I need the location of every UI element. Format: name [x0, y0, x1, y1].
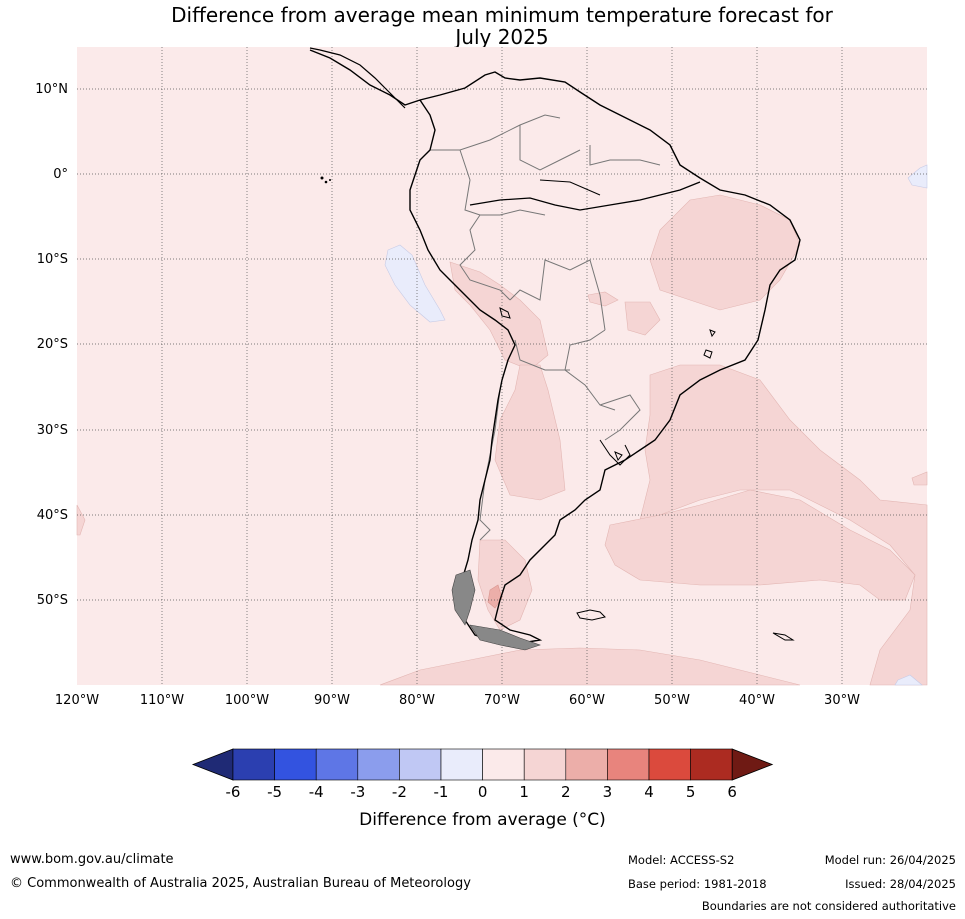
lat-label-40s: 40°S — [36, 508, 68, 523]
lon-label-110w: 110°W — [139, 693, 185, 708]
title-line-1: Difference from average mean minimum tem… — [171, 3, 833, 27]
lon-label-120w: 120°W — [54, 693, 100, 708]
colorbar-tick-label: -2 — [391, 783, 407, 801]
disclaimer-text: Boundaries are not considered authoritat… — [701, 899, 956, 913]
lat-label-10n: 10°N — [35, 82, 68, 97]
copyright-text: © Commonwealth of Australia 2025, Austra… — [10, 876, 471, 891]
colorbar-segment — [440, 748, 483, 781]
colorbar-segment — [607, 748, 650, 781]
colorbar-segment — [274, 748, 317, 781]
colorbar-arrow-low — [191, 748, 234, 781]
colorbar-segment — [399, 748, 442, 781]
base-period-text: Base period: 1981-2018 — [628, 877, 767, 891]
colorbar-tick-label: 0 — [477, 783, 488, 801]
model-text: Model: ACCESS-S2 — [628, 853, 735, 867]
website-link[interactable]: www.bom.gov.au/climate — [10, 852, 174, 867]
country-borders — [430, 114, 661, 541]
colorbar-tick-label: 6 — [727, 783, 737, 801]
colorbar-tick-label: 3 — [602, 783, 613, 801]
lakes — [499, 307, 716, 461]
colorbar-segment — [690, 748, 733, 781]
colorbar-arrow-high — [731, 748, 774, 781]
colorbar-tick-label: -1 — [433, 783, 449, 801]
lat-label-50s: 50°S — [36, 593, 68, 608]
galapagos — [320, 176, 331, 184]
map-title: Difference from average mean minimum tem… — [77, 4, 927, 48]
colorbar-tick-label: -4 — [308, 783, 324, 801]
lon-label-50w: 50°W — [654, 693, 690, 708]
parana-river — [599, 439, 631, 466]
south-america-coastline — [309, 49, 801, 646]
amazon-river — [469, 181, 701, 211]
colorbar-segment — [482, 748, 525, 781]
colorbar-tick-label: -5 — [267, 783, 283, 801]
issued-text: Issued: 28/04/2025 — [845, 877, 956, 891]
colorbar-tick-label: 4 — [644, 783, 654, 801]
colorbar-segment — [357, 748, 400, 781]
lon-label-60w: 60°W — [569, 693, 605, 708]
lon-label-40w: 40°W — [739, 693, 775, 708]
lon-label-100w: 100°W — [224, 693, 270, 708]
colorbar-segment — [232, 748, 275, 781]
colorbar-tick-label: 5 — [685, 783, 696, 801]
colorbar-tick-label: 2 — [561, 783, 571, 801]
colorbar-tick-label: 1 — [519, 783, 529, 801]
lat-label-10s: 10°S — [36, 252, 68, 267]
model-run-text: Model run: 26/04/2025 — [824, 853, 956, 867]
lat-label-30s: 30°S — [36, 423, 68, 438]
falkland-islands — [576, 609, 606, 621]
colorbar-tick-label: -6 — [225, 783, 241, 801]
lon-label-30w: 30°W — [824, 693, 860, 708]
south-georgia — [772, 632, 795, 641]
colorbar-segment — [648, 748, 691, 781]
colorbar-segment — [523, 748, 567, 781]
colorbar-tick-label: -3 — [350, 783, 366, 801]
lon-label-90w: 90°W — [314, 693, 350, 708]
archipelago — [451, 569, 541, 651]
title-line-2: July 2025 — [455, 25, 549, 49]
colorbar — [191, 748, 774, 781]
lon-label-70w: 70°W — [484, 693, 520, 708]
colorbar-label: Difference from average (°C) — [359, 810, 606, 830]
river-2 — [539, 179, 601, 196]
colorbar-segment — [565, 748, 608, 781]
lon-label-80w: 80°W — [399, 693, 435, 708]
anomaly-regions-neg1-0 — [384, 164, 928, 686]
gridlines — [77, 47, 927, 685]
lat-label-0: 0° — [53, 167, 68, 182]
central-america-coastline — [309, 47, 406, 109]
lat-label-20s: 20°S — [36, 337, 68, 352]
colorbar-segment — [315, 748, 359, 781]
